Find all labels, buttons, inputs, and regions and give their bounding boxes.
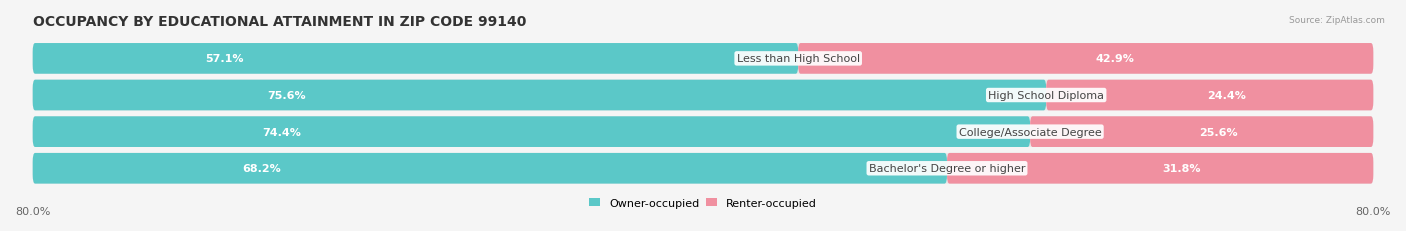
Text: Less than High School: Less than High School xyxy=(737,54,859,64)
FancyBboxPatch shape xyxy=(32,44,799,74)
Text: OCCUPANCY BY EDUCATIONAL ATTAINMENT IN ZIP CODE 99140: OCCUPANCY BY EDUCATIONAL ATTAINMENT IN Z… xyxy=(32,15,526,29)
Text: 68.2%: 68.2% xyxy=(242,164,281,173)
Text: Source: ZipAtlas.com: Source: ZipAtlas.com xyxy=(1289,16,1385,25)
Legend: Owner-occupied, Renter-occupied: Owner-occupied, Renter-occupied xyxy=(589,198,817,208)
FancyBboxPatch shape xyxy=(32,153,1374,184)
FancyBboxPatch shape xyxy=(32,80,1046,111)
Text: College/Associate Degree: College/Associate Degree xyxy=(959,127,1101,137)
Text: 24.4%: 24.4% xyxy=(1206,91,1246,100)
FancyBboxPatch shape xyxy=(32,80,1374,111)
Text: 25.6%: 25.6% xyxy=(1199,127,1239,137)
FancyBboxPatch shape xyxy=(1031,117,1374,147)
FancyBboxPatch shape xyxy=(32,117,1031,147)
FancyBboxPatch shape xyxy=(32,153,948,184)
Text: High School Diploma: High School Diploma xyxy=(988,91,1104,100)
FancyBboxPatch shape xyxy=(32,117,1374,147)
FancyBboxPatch shape xyxy=(1046,80,1374,111)
Text: 31.8%: 31.8% xyxy=(1163,164,1201,173)
Text: 74.4%: 74.4% xyxy=(263,127,301,137)
FancyBboxPatch shape xyxy=(32,44,1374,74)
Text: 42.9%: 42.9% xyxy=(1095,54,1135,64)
Text: 57.1%: 57.1% xyxy=(205,54,243,64)
Text: Bachelor's Degree or higher: Bachelor's Degree or higher xyxy=(869,164,1025,173)
FancyBboxPatch shape xyxy=(799,44,1374,74)
Text: 75.6%: 75.6% xyxy=(267,91,305,100)
FancyBboxPatch shape xyxy=(948,153,1374,184)
